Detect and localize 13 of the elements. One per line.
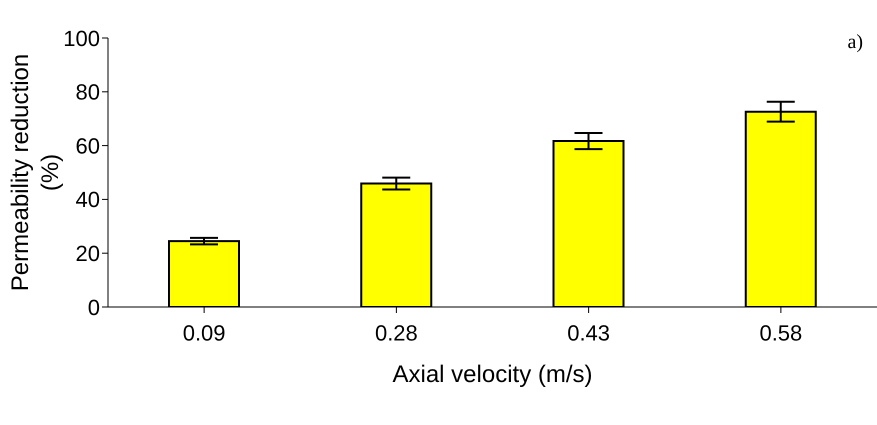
y-tick-label: 100 <box>63 26 100 51</box>
x-axis-title: Axial velocity (m/s) <box>392 361 593 388</box>
x-tick-label: 0.43 <box>567 320 610 346</box>
annotation: a) <box>847 31 863 53</box>
y-tick-label: 40 <box>76 187 100 212</box>
y-tick-label: 0 <box>88 294 100 320</box>
y-tick-label: 20 <box>76 241 100 266</box>
x-tick-label: 0.28 <box>374 320 418 346</box>
y-axis-title: Permeability reduction (%) <box>7 54 64 292</box>
y-tick-label: 60 <box>76 133 100 158</box>
x-tick-label: 0.58 <box>759 320 802 346</box>
y-tick-label: 80 <box>76 80 100 105</box>
x-tick-label: 0.09 <box>182 320 226 346</box>
